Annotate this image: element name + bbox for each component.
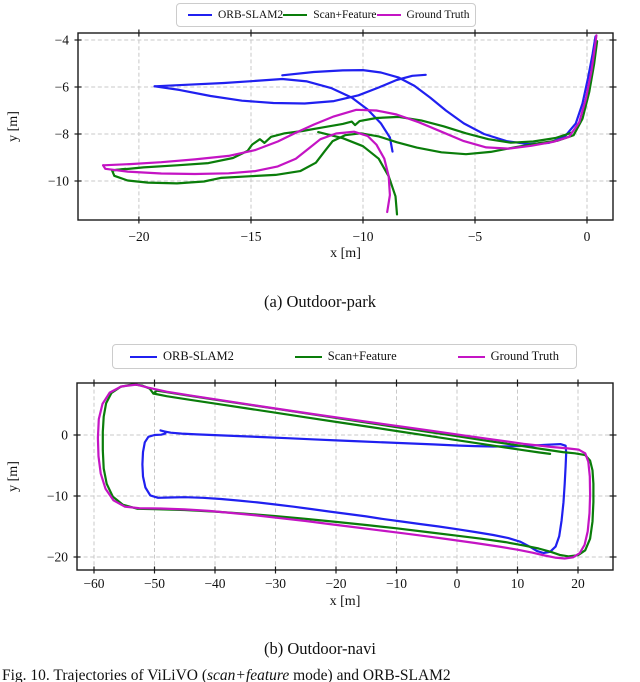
plot-area-outdoor-navi: −60 −50 −40 −30 −20 −10 0 10 20 0 −10 −20 x [m] y [m] [6,379,617,609]
legend-outdoor-park: ORB-SLAM2 Scan+Feature Ground Truth [176,3,476,27]
y-tick-label: −6 [55,80,70,95]
y-tick-label: −20 [47,550,68,565]
figure-caption-suffix: mode) and ORB-SLAM2 [289,667,451,682]
x-tick-label: −30 [265,576,286,591]
x-tick-label: −20 [128,229,149,244]
axes-border [77,32,614,221]
y-tick-label: −4 [55,33,70,48]
x-tick-label: 0 [584,229,591,244]
x-axis-label: x [m] [330,594,361,609]
trajectory-orb-slam2 [281,35,597,146]
trajectory-scan-feature [317,131,399,216]
figure-caption-prefix: Fig. 10. Trajectories of ViLiVO ( [2,667,208,682]
x-tick-label: −10 [386,576,407,591]
trajectory-orb-slam2 [141,429,568,555]
y-axis-label: y [m] [6,111,21,142]
scanfeature-line-sample [283,14,308,16]
legend-label-scanfeature: Scan+Feature [313,9,377,21]
y-tick-label: 0 [61,428,68,443]
axes-border [76,382,614,571]
x-tick-label: −10 [352,229,373,244]
trajectory-scan-feature [101,383,595,558]
groundtruth-line-sample [457,355,485,358]
trajectory-scan-feature [111,115,573,172]
legend-item-groundtruth: Ground Truth [376,9,470,21]
trajectory-scan-feature [152,392,552,455]
y-tick-label: −10 [48,174,69,189]
trajectory-ground-truth [96,383,592,560]
legend-label-groundtruth: Ground Truth [406,9,470,21]
trajectory-orb-slam2 [153,77,394,153]
legend-label-orbslam2: ORB-SLAM2 [163,349,234,363]
x-tick-label: −50 [144,576,165,591]
scanfeature-line-sample [294,355,322,358]
plot-area-outdoor-park: −20 −15 −10 −5 0 −4 −6 −8 −10 x [m] y [m] [6,29,617,261]
legend-label-scanfeature: Scan+Feature [327,349,397,363]
figure-caption-mode: scan+feature [207,667,290,682]
x-tick-label: 10 [511,576,525,591]
y-axis-label: y [m] [6,461,21,492]
orbslam2-line-sample [188,14,212,16]
x-tick-label: −15 [240,229,261,244]
legend-outdoor-navi: ORB-SLAM2 Scan+Feature Ground Truth [112,344,577,369]
trajectory-ground-truth [102,130,391,214]
legend-item-groundtruth: Ground Truth [457,349,559,364]
figure-caption: Fig. 10. Trajectories of ViLiVO (scan+fe… [2,666,640,682]
legend-label-groundtruth: Ground Truth [490,349,559,363]
x-tick-label: 20 [571,576,585,591]
orbslam2-line-sample [130,355,157,358]
legend-label-orbslam2: ORB-SLAM2 [218,9,284,21]
x-tick-label: −5 [468,229,483,244]
x-tick-label: −20 [325,576,346,591]
subcaption-a: (a) Outdoor-park [264,292,376,311]
x-axis-label: x [m] [330,246,361,261]
x-tick-label: 0 [454,576,461,591]
y-tick-label: −8 [55,127,70,142]
groundtruth-line-sample [376,14,401,16]
y-tick-label: −10 [47,489,68,504]
legend-item-scanfeature: Scan+Feature [294,349,397,364]
trajectory-scan-feature [111,40,599,185]
x-tick-label: −40 [204,576,225,591]
trajectory-orb-slam2 [153,73,427,105]
legend-item-orbslam2: ORB-SLAM2 [130,349,234,364]
legend-item-orbslam2: ORB-SLAM2 [188,9,283,21]
legend-item-scanfeature: Scan+Feature [283,9,377,21]
x-tick-label: −60 [83,576,104,591]
subcaption-b: (b) Outdoor-navi [264,639,376,658]
trajectory-ground-truth [102,34,598,167]
